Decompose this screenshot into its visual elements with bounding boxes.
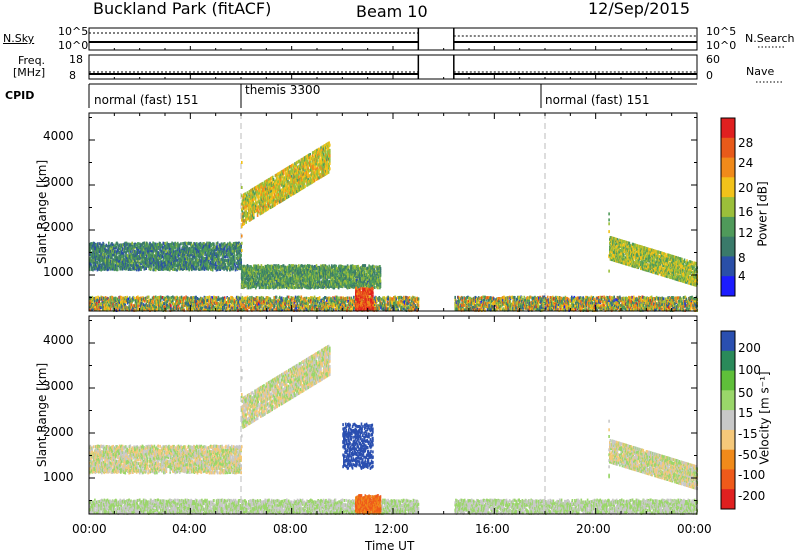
echo-cell <box>568 298 570 301</box>
echo-cell <box>148 296 150 299</box>
echo-cell <box>547 296 549 299</box>
echo-cell <box>123 254 125 257</box>
aux-lines <box>89 28 697 79</box>
echo-cell <box>276 296 278 299</box>
echo-cell <box>129 296 131 299</box>
echo-cell <box>454 296 456 299</box>
power-heatmap <box>89 113 698 312</box>
echo-cell <box>461 297 463 300</box>
echo-cell <box>418 297 420 300</box>
echo-cell <box>598 296 600 299</box>
echo-cell <box>347 296 349 299</box>
echo-cell <box>97 261 99 264</box>
echo-cell <box>170 304 172 307</box>
echo-cell <box>257 296 259 299</box>
echo-cell <box>500 308 502 311</box>
echo-cell <box>147 243 149 246</box>
echo-cell <box>514 296 516 299</box>
echo-cell <box>138 308 140 311</box>
echo-cell <box>209 296 211 299</box>
echo-cell <box>131 242 133 245</box>
echo-cell <box>152 302 154 305</box>
echo-cell <box>663 297 665 300</box>
echo-cell <box>676 300 678 303</box>
echo-cell <box>409 296 411 299</box>
echo-cell <box>301 296 303 299</box>
echo-cell <box>681 298 683 301</box>
echo-cell <box>205 296 207 299</box>
echo-cell <box>192 299 194 302</box>
echo-cell <box>524 296 526 299</box>
echo-cell <box>319 296 321 299</box>
echo-cell <box>418 304 420 307</box>
echo-cell <box>330 297 332 300</box>
echo-cell <box>418 301 420 304</box>
echo-cell <box>116 246 118 249</box>
echo-cell <box>130 268 132 271</box>
echo-cell <box>108 242 110 245</box>
echo-cell <box>225 298 227 301</box>
echo-cell <box>306 297 308 300</box>
echo-cell <box>117 268 119 271</box>
